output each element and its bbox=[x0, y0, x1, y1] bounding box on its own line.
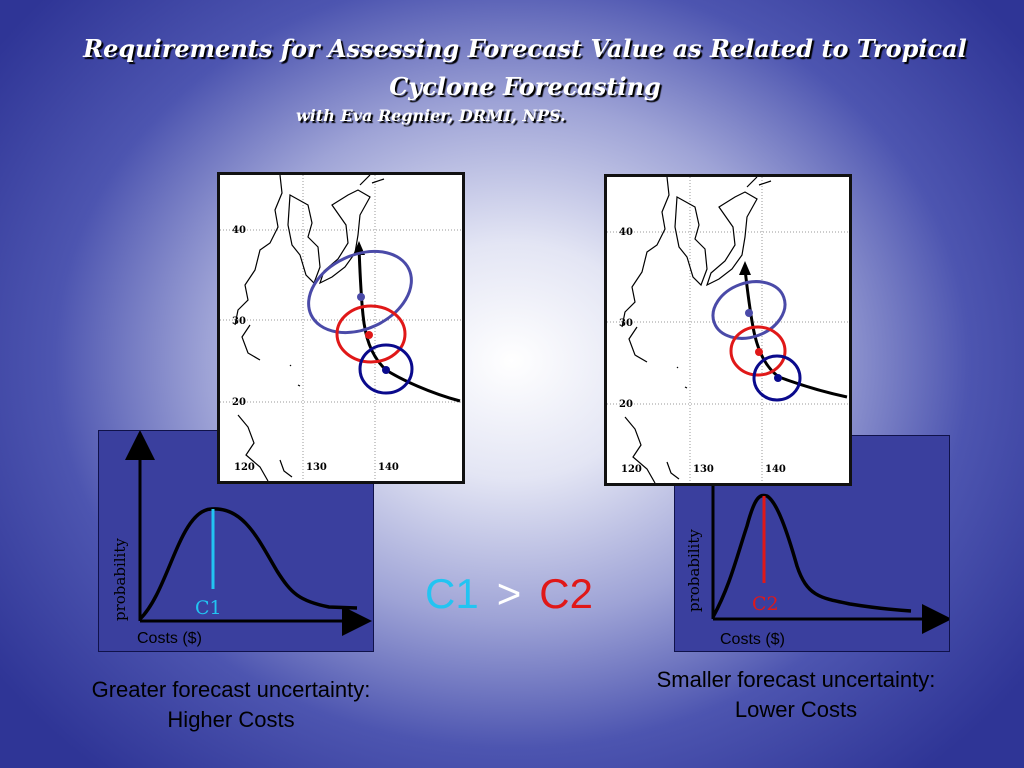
left-typhoon-track-map: 40 30 20 120 130 140 bbox=[217, 172, 465, 484]
left-map-lon-120: 120 bbox=[234, 462, 255, 473]
right-map-lon-120: 120 bbox=[621, 464, 642, 475]
right-map-lat-40: 40 bbox=[619, 227, 633, 238]
right-map-lat-20: 20 bbox=[619, 399, 633, 410]
cost-comparison: C1 > C2 bbox=[425, 570, 593, 618]
right-map-lat-30: 30 bbox=[619, 318, 633, 329]
left-map-svg: 40 30 20 120 130 140 bbox=[220, 175, 462, 481]
right-caption-line2: Lower Costs bbox=[734, 697, 858, 722]
left-coastlines bbox=[234, 175, 385, 481]
left-probability-curve bbox=[138, 507, 358, 621]
left-map-lat-30: 30 bbox=[232, 316, 246, 327]
left-caption-line2: Higher Costs bbox=[167, 707, 295, 732]
left-caption-line1: Greater forecast uncertainty: bbox=[91, 677, 371, 702]
right-x-label: Costs ($) bbox=[720, 631, 785, 648]
right-map-lon-140: 140 bbox=[765, 464, 786, 475]
right-typhoon-track-map: 40 30 20 120 130 140 bbox=[604, 174, 852, 486]
left-y-label: probability bbox=[111, 538, 129, 621]
comparison-operator: > bbox=[496, 570, 522, 617]
right-probability-chart: probability C2 Costs ($) bbox=[685, 436, 949, 648]
right-c2-label: C2 bbox=[752, 593, 779, 615]
left-x-label: Costs ($) bbox=[137, 630, 202, 647]
left-c1-label: C1 bbox=[195, 597, 222, 619]
left-map-lon-140: 140 bbox=[378, 462, 399, 473]
slide-subtitle: with Eva Regnier, DRMI, NPS. bbox=[296, 106, 566, 125]
right-uncertainty-ellipse-far bbox=[711, 280, 787, 340]
left-uncertainty-ellipse-far bbox=[307, 249, 413, 335]
right-uncertainty-ellipse-mid bbox=[729, 325, 787, 377]
right-probability-curve bbox=[711, 493, 912, 618]
left-uncertainty-ellipse-mid bbox=[335, 304, 407, 364]
right-map-lon-130: 130 bbox=[693, 464, 714, 475]
right-caption: Smaller forecast uncertainty: Lower Cost… bbox=[620, 665, 972, 725]
left-map-lat-40: 40 bbox=[232, 225, 246, 236]
left-uncertainty-ellipse-near bbox=[358, 343, 414, 395]
right-coastlines bbox=[621, 177, 772, 483]
right-caption-line1: Smaller forecast uncertainty: bbox=[656, 667, 936, 692]
left-map-lon-130: 130 bbox=[306, 462, 327, 473]
left-probability-chart: probability C1 Costs ($) bbox=[111, 431, 372, 647]
left-caption: Greater forecast uncertainty: Higher Cos… bbox=[55, 675, 407, 735]
left-forecast-track bbox=[357, 246, 461, 403]
right-uncertainty-ellipse-near bbox=[752, 354, 802, 402]
comparison-c2: C2 bbox=[539, 570, 593, 617]
right-map-svg: 40 30 20 120 130 140 bbox=[607, 177, 849, 483]
right-y-label: probability bbox=[685, 529, 703, 612]
left-map-lat-20: 20 bbox=[232, 397, 246, 408]
slide-title: Requirements for Assessing Forecast Valu… bbox=[83, 34, 967, 101]
comparison-c1: C1 bbox=[425, 570, 479, 617]
